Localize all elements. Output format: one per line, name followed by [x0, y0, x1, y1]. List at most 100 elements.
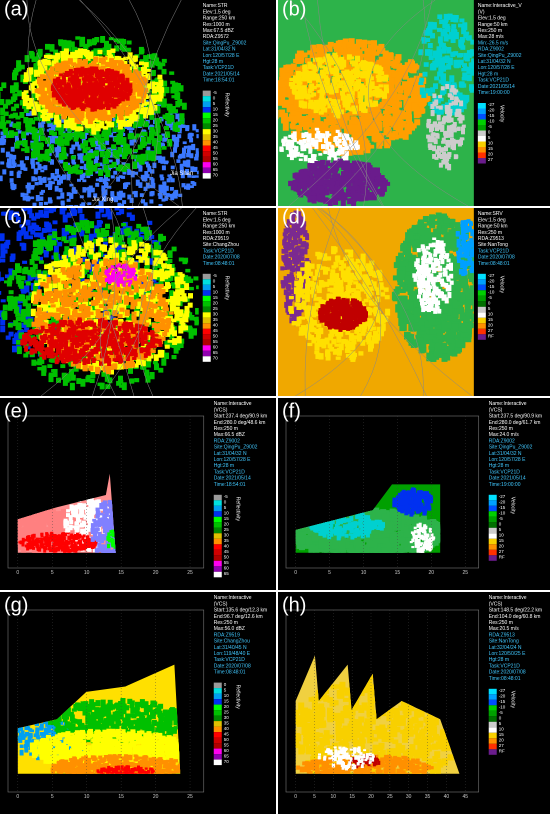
info-line: Min:-26.5 m/s	[478, 40, 509, 46]
colorbar-tick-label: 5	[488, 306, 491, 311]
colorbar-swatch	[213, 505, 222, 512]
axis-tick-label: 35	[425, 794, 431, 800]
axis-tick-label: 0	[16, 570, 19, 576]
radar-image	[7, 609, 205, 793]
info-line: Name:Interactive	[489, 401, 527, 407]
colorbar-tick-label: -20	[499, 694, 506, 699]
axis-tick-label: 25	[462, 570, 468, 576]
info-line: End:104.0 deg/60.8 km	[489, 614, 541, 620]
info-line: Name:Interactive	[214, 401, 252, 407]
info-line: Time:08:48:01	[489, 676, 521, 682]
colorbar-swatch	[202, 101, 211, 108]
info-line: Lon:120/57/28 E	[489, 457, 526, 463]
colorbar-swatch	[202, 295, 211, 302]
colorbar-swatch	[488, 522, 497, 528]
radar-image	[278, 208, 474, 396]
colorbar-swatch	[202, 273, 211, 280]
axis-tick-label: 5	[328, 570, 331, 576]
boundary	[92, 208, 116, 396]
info-line: Hgt:28 m	[478, 71, 498, 77]
info-line: Max:66.5 dBZ	[214, 432, 245, 438]
colorbar-swatch	[477, 108, 486, 114]
info-line: Lat:31/04/32 N	[478, 59, 511, 65]
colorbar-swatch	[202, 162, 211, 168]
colorbar-tick-label: 45	[213, 328, 219, 333]
colorbar-tick-label: 0	[488, 301, 491, 306]
colorbar-tick-label: 27	[499, 549, 505, 554]
boundary	[68, 208, 135, 396]
colorbar-swatch	[477, 290, 486, 296]
colorbar-tick-label: 50	[213, 150, 219, 155]
colorbar-tick-label: 5	[488, 135, 491, 140]
colorbar-tick-label: 35	[224, 538, 230, 543]
colorbar-tick-label: -5	[499, 710, 503, 715]
info-line: Max:56.0 dBZ	[214, 626, 245, 632]
info-line: Start:148.5 deg/22.2 km	[489, 608, 542, 614]
colorbar-swatch	[477, 279, 486, 285]
info-line: Date:2021/05/14	[214, 476, 251, 482]
axis-tick-label: 10	[331, 794, 337, 800]
colorbar-swatch	[488, 516, 497, 523]
colorbar-tick-label: 10	[224, 693, 230, 698]
colorbar-tick-label: 15	[213, 112, 219, 117]
boundary	[288, 0, 433, 206]
colorbar-tick-label: 20	[213, 117, 219, 122]
info-line: Res:250 m	[489, 620, 513, 626]
colorbar-tick-label: -10	[499, 705, 506, 710]
radar-image	[0, 0, 199, 206]
colorbar-tick-label: -15	[488, 284, 495, 289]
info-line: Start:237.5 deg/90.9 km	[489, 414, 542, 420]
info-line: Date:2021/05/14	[489, 476, 526, 482]
colorbar-tick-label: -5	[499, 516, 503, 521]
info-line: Max:67.5 dBZ	[203, 28, 234, 34]
colorbar-tick-label: -27	[488, 273, 495, 278]
colorbar-title: Reflectivity	[235, 497, 241, 522]
colorbar-swatch	[488, 749, 497, 755]
boundary	[26, 0, 180, 206]
info-line: Site:NanTong	[478, 242, 508, 248]
colorbar-swatch	[202, 284, 211, 291]
info-line: Date:2020/07/08	[478, 255, 515, 261]
colorbar-tick-label: 15	[224, 516, 230, 521]
colorbar-tick-label: 10	[224, 511, 230, 516]
colorbar-swatch	[477, 119, 486, 125]
colorbar-tick-label: 20	[224, 704, 230, 709]
colorbar-swatch	[202, 290, 211, 296]
colorbar-tick-label: -20	[488, 108, 495, 113]
colorbar-tick-label: 55	[213, 156, 219, 161]
colorbar-tick-label: 15	[488, 317, 494, 322]
colorbar-tick-label: 10	[488, 312, 494, 317]
colorbar-swatch	[202, 145, 211, 152]
info-line: Task:VCP21D	[214, 469, 246, 475]
colorbar-tick-label: 20	[224, 522, 230, 527]
colorbar-tick-label: 10	[499, 727, 505, 732]
info-line: Lon:120/57/28 E	[203, 53, 240, 59]
info-line: Range:50 km	[478, 224, 508, 230]
axis-tick-label: 0	[294, 570, 297, 576]
info-line: Lon:120/57/28 E	[478, 65, 515, 71]
colorbar-tick-label: 10	[499, 533, 505, 538]
axis-tick-label: 10	[84, 570, 90, 576]
boundary	[80, 0, 183, 206]
info-line: Range:50 km	[478, 22, 508, 28]
boundary	[92, 0, 152, 206]
colorbar-tick-label: -15	[499, 699, 506, 704]
colorbar-tick-label: RF	[499, 555, 505, 560]
colorbar-swatch	[202, 140, 211, 146]
colorbar-swatch	[477, 158, 486, 164]
info-line: Time:08:48:01	[214, 670, 246, 676]
colorbar-swatch	[202, 107, 211, 113]
axis-tick-label: 15	[349, 794, 355, 800]
colorbar-tick-label: 70	[224, 759, 230, 764]
info-line: Name:Interactive	[214, 595, 252, 601]
colorbar-tick-label: -10	[488, 290, 495, 295]
colorbar-swatch	[213, 726, 222, 733]
info-line: Date:2021/05/14	[478, 84, 515, 90]
colorbar-tick-label: 15	[488, 146, 494, 151]
boundary	[328, 208, 473, 396]
info-line: Site:QingPu_Z9002	[489, 445, 533, 451]
colorbar-swatch	[213, 759, 222, 766]
colorbar-tick-label: -5	[213, 90, 217, 95]
colorbar-swatch	[202, 279, 211, 285]
